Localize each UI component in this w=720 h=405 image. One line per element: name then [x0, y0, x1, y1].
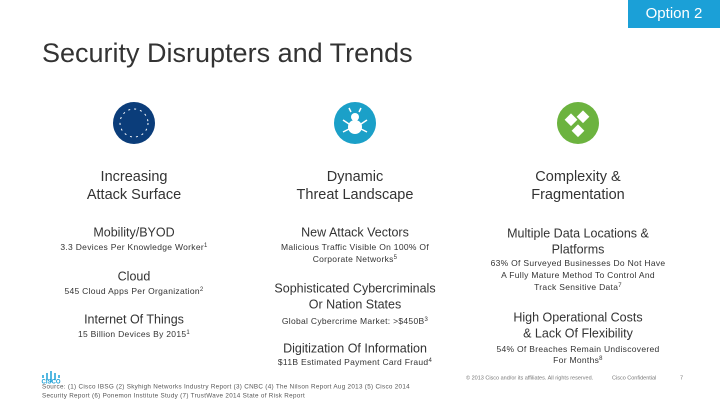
item-detail: Corporate Networks5	[313, 254, 398, 264]
item-label: Platforms	[552, 242, 605, 256]
item-label: Sophisticated Cybercriminals	[274, 281, 435, 295]
column-heading: Fragmentation	[531, 187, 625, 203]
detail-text: 54% Of Breaches Remain Undiscovered	[496, 344, 659, 354]
slide-title: Security Disrupters and Trends	[42, 38, 413, 68]
item-label: New Attack Vectors	[301, 225, 409, 239]
footnote-mark: 4	[428, 358, 432, 364]
icon-complexity	[557, 102, 599, 144]
item-label: High Operational Costs	[513, 310, 642, 324]
footnote-mark: 8	[599, 356, 603, 362]
badge: Option 2	[646, 5, 703, 22]
detail-text: 545 Cloud Apps Per Organization	[64, 286, 199, 296]
page-number: 7	[680, 375, 683, 381]
detail-text: Corporate Networks	[313, 254, 394, 264]
column-heading: Attack Surface	[87, 187, 181, 203]
item-detail: A Fully Mature Method To Control And	[501, 270, 655, 280]
item-detail: $11B Estimated Payment Card Fraud4	[278, 357, 433, 367]
column-heading: Complexity &	[535, 169, 621, 185]
icon-attack-surface	[113, 102, 155, 144]
copyright: © 2013 Cisco and/or its affiliates. All …	[466, 374, 594, 381]
item-detail: 545 Cloud Apps Per Organization2	[64, 286, 203, 296]
detail-text: Malicious Traffic Visible On 100% Of	[281, 242, 429, 252]
footnote-mark: 1	[204, 243, 208, 249]
detail-text: A Fully Mature Method To Control And	[501, 270, 655, 280]
footnote-mark: 5	[394, 255, 398, 261]
detail-text: Global Cybercrime Market: >$450B	[282, 316, 425, 326]
item-label: Internet Of Things	[84, 312, 184, 326]
detail-text: For Months	[553, 355, 599, 365]
item-detail: 3.3 Devices Per Knowledge Worker1	[60, 242, 208, 252]
item-detail: Global Cybercrime Market: >$450B3	[282, 316, 429, 326]
item-detail: 54% Of Breaches Remain Undiscovered	[496, 344, 659, 354]
detail-text: $11B Estimated Payment Card Fraud	[278, 357, 429, 367]
item-detail: 15 Billion Devices By 20151	[78, 329, 190, 339]
item-detail: Malicious Traffic Visible On 100% Of	[281, 242, 429, 252]
badge-bg	[628, 0, 720, 28]
footnote-mark: 1	[186, 330, 190, 336]
detail-text: Track Sensitive Data	[534, 282, 618, 292]
detail-text: 15 Billion Devices By 2015	[78, 329, 186, 339]
footnote-mark: 3	[424, 317, 428, 323]
item-label: Cloud	[118, 269, 151, 283]
column-heading: Dynamic	[327, 169, 383, 185]
item-detail: Track Sensitive Data7	[534, 282, 622, 292]
item-label: Multiple Data Locations &	[507, 226, 649, 240]
detail-text: 3.3 Devices Per Knowledge Worker	[60, 242, 204, 252]
logo-text: CISCO	[41, 380, 60, 386]
column-heading: Increasing	[101, 169, 168, 185]
item-label: Or Nation States	[309, 297, 401, 311]
item-label: Mobility/BYOD	[93, 225, 174, 239]
column-heading: Threat Landscape	[297, 187, 414, 203]
source: Security Report (6) Ponemon Institute St…	[42, 393, 305, 400]
item-label: & Lack Of Flexibility	[523, 326, 634, 340]
item-label: Digitization Of Information	[283, 341, 427, 355]
item-detail: For Months8	[553, 355, 603, 365]
icon-threat	[334, 102, 376, 144]
footnote-mark: 2	[200, 287, 204, 293]
footnote-mark: 7	[618, 283, 622, 289]
cisco-logo: CISCO	[41, 371, 61, 386]
item-detail: 63% Of Surveyed Businesses Do Not Have	[491, 258, 666, 268]
source: Source: (1) Cisco IBSG (2) Skyhigh Netwo…	[42, 384, 410, 391]
confidential: Cisco Confidential	[612, 375, 656, 381]
detail-text: 63% Of Surveyed Businesses Do Not Have	[491, 258, 666, 268]
